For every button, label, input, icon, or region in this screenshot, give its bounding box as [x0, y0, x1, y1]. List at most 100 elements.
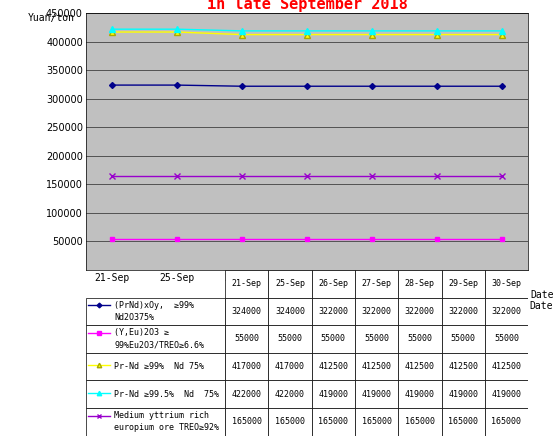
Bar [225, 297, 268, 325]
Text: 417000: 417000 [232, 362, 262, 371]
Bar [268, 297, 312, 325]
Bar [312, 353, 355, 381]
Bar [355, 297, 398, 325]
Text: 25-Sep: 25-Sep [275, 279, 305, 288]
Bar [441, 325, 485, 353]
Text: 165000: 165000 [492, 417, 521, 426]
Bar [86, 325, 225, 353]
Bar [485, 353, 528, 381]
Bar [485, 325, 528, 353]
Bar [86, 353, 225, 381]
Text: 165000: 165000 [405, 417, 435, 426]
Text: 55000: 55000 [494, 334, 519, 344]
Bar [441, 381, 485, 408]
Bar [268, 325, 312, 353]
Bar [398, 297, 441, 325]
Bar [441, 297, 485, 325]
Text: europium ore TREO≥92%: europium ore TREO≥92% [114, 423, 220, 433]
Text: 419000: 419000 [362, 390, 392, 399]
Text: 422000: 422000 [275, 390, 305, 399]
Bar [312, 381, 355, 408]
Text: Nd2O375%: Nd2O375% [114, 313, 154, 322]
Bar [441, 353, 485, 381]
Text: 322000: 322000 [405, 307, 435, 316]
Bar [485, 381, 528, 408]
Text: 29-Sep: 29-Sep [448, 279, 478, 288]
Text: Pr-Nd ≥99%  Nd 75%: Pr-Nd ≥99% Nd 75% [114, 362, 205, 371]
Text: 419000: 419000 [405, 390, 435, 399]
Text: 324000: 324000 [275, 307, 305, 316]
Text: Date: Date [530, 290, 553, 301]
Text: 55000: 55000 [408, 334, 432, 344]
Text: 412500: 412500 [405, 362, 435, 371]
Text: 322000: 322000 [492, 307, 521, 316]
Text: Yuan/ton: Yuan/ton [28, 13, 75, 23]
Text: (PrNd)xOy,  ≥99%: (PrNd)xOy, ≥99% [114, 301, 195, 310]
Text: 55000: 55000 [278, 334, 302, 344]
Text: 322000: 322000 [319, 307, 348, 316]
Text: 30-Sep: 30-Sep [492, 279, 521, 288]
Bar [225, 325, 268, 353]
Text: Date: Date [530, 301, 553, 311]
Text: 322000: 322000 [362, 307, 392, 316]
Bar [225, 408, 268, 436]
Text: (Y,Eu)2O3 ≥: (Y,Eu)2O3 ≥ [114, 328, 169, 337]
Bar [485, 408, 528, 436]
Text: 419000: 419000 [319, 390, 348, 399]
Bar [398, 408, 441, 436]
Text: 412500: 412500 [319, 362, 348, 371]
Bar [398, 325, 441, 353]
Bar [355, 353, 398, 381]
Text: 324000: 324000 [232, 307, 262, 316]
Text: 21-Sep: 21-Sep [232, 279, 262, 288]
Text: 417000: 417000 [275, 362, 305, 371]
Text: 322000: 322000 [448, 307, 478, 316]
Bar [355, 270, 398, 297]
Text: 419000: 419000 [492, 390, 521, 399]
Text: 422000: 422000 [232, 390, 262, 399]
Text: 26-Sep: 26-Sep [319, 279, 348, 288]
Title: Mixed rare earth prices trend
in late September 2018: Mixed rare earth prices trend in late Se… [175, 0, 439, 12]
Bar [225, 381, 268, 408]
Text: 55000: 55000 [364, 334, 389, 344]
Text: 165000: 165000 [275, 417, 305, 426]
Bar [355, 408, 398, 436]
Bar [86, 297, 225, 325]
Text: Medium yttrium rich: Medium yttrium rich [114, 411, 210, 420]
Text: 99%Eu2O3/TREO≥6.6%: 99%Eu2O3/TREO≥6.6% [114, 341, 205, 349]
Bar [86, 381, 225, 408]
Text: 412500: 412500 [492, 362, 521, 371]
Text: 165000: 165000 [362, 417, 392, 426]
Text: 412500: 412500 [362, 362, 392, 371]
Text: 165000: 165000 [232, 417, 262, 426]
Bar [398, 270, 441, 297]
Bar [268, 381, 312, 408]
Bar [398, 381, 441, 408]
Bar [441, 270, 485, 297]
Bar [355, 381, 398, 408]
Bar [355, 325, 398, 353]
Text: 165000: 165000 [319, 417, 348, 426]
Bar [485, 297, 528, 325]
Bar [268, 270, 312, 297]
Text: 412500: 412500 [448, 362, 478, 371]
Bar [86, 408, 225, 436]
Text: 27-Sep: 27-Sep [362, 279, 392, 288]
Text: 55000: 55000 [321, 334, 346, 344]
Bar [312, 325, 355, 353]
Text: 419000: 419000 [448, 390, 478, 399]
Bar [268, 353, 312, 381]
Text: 28-Sep: 28-Sep [405, 279, 435, 288]
Bar [312, 408, 355, 436]
Bar [441, 408, 485, 436]
Bar [312, 297, 355, 325]
Text: 55000: 55000 [234, 334, 259, 344]
Text: 55000: 55000 [451, 334, 476, 344]
Text: 165000: 165000 [448, 417, 478, 426]
Bar [225, 270, 268, 297]
Bar [312, 270, 355, 297]
Bar [268, 408, 312, 436]
Bar [398, 353, 441, 381]
Bar [485, 270, 528, 297]
Bar [225, 353, 268, 381]
